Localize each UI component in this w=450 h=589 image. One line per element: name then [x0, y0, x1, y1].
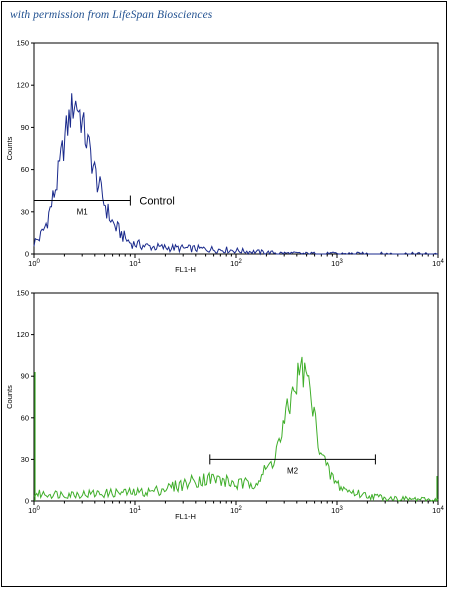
- x-tick-label: 103: [331, 506, 343, 515]
- x-tick-label: 102: [230, 259, 242, 268]
- gate-label: M2: [287, 466, 299, 475]
- y-tick-label: 120: [16, 330, 29, 339]
- x-tick-label: 102: [230, 506, 242, 515]
- control-annotation: Control: [139, 196, 174, 208]
- x-tick-label: 104: [432, 259, 444, 268]
- y-tick-label: 30: [21, 207, 29, 216]
- gate-label: M1: [77, 208, 89, 217]
- histogram-series-line: [33, 356, 439, 503]
- y-tick-label: 90: [21, 123, 29, 132]
- x-tick-label: 104: [432, 506, 444, 515]
- y-tick-label: 90: [21, 372, 29, 381]
- histogram-panel-1: 0 30 60 90 120 150 Counts 100 101 102 103 104 FL1-H M…: [5, 39, 445, 275]
- y-tick-label: 30: [21, 455, 29, 464]
- y-tick-label: 150: [16, 39, 29, 48]
- x-tick-label: 100: [28, 506, 40, 515]
- x-tick-label: 103: [331, 259, 343, 268]
- histogram-series-line: [33, 93, 438, 256]
- y-tick-label: 60: [21, 413, 29, 422]
- x-tick-label: 100: [28, 259, 40, 268]
- y-tick-label: 150: [16, 289, 29, 298]
- y-tick-label: 120: [16, 81, 29, 90]
- y-tick-label: 60: [21, 165, 29, 174]
- y-tick-label: 0: [25, 497, 29, 506]
- y-axis-label: Counts: [5, 136, 14, 160]
- x-axis-label: FL1-H: [175, 512, 196, 521]
- x-tick-label: 101: [129, 259, 141, 268]
- x-tick-label: 101: [129, 506, 141, 515]
- x-axis-label: FL1-H: [175, 265, 196, 274]
- plot-area-frame: [33, 42, 439, 255]
- histogram-panel-2: 0 30 60 90 120 150 Counts 100 101 102 103 104 FL1-H M…: [5, 289, 445, 522]
- plot-area-frame: [33, 292, 439, 502]
- permission-caption: with permission from LifeSpan Bioscience…: [10, 9, 213, 21]
- y-tick-label: 0: [25, 250, 29, 259]
- y-axis-label: Counts: [5, 385, 14, 409]
